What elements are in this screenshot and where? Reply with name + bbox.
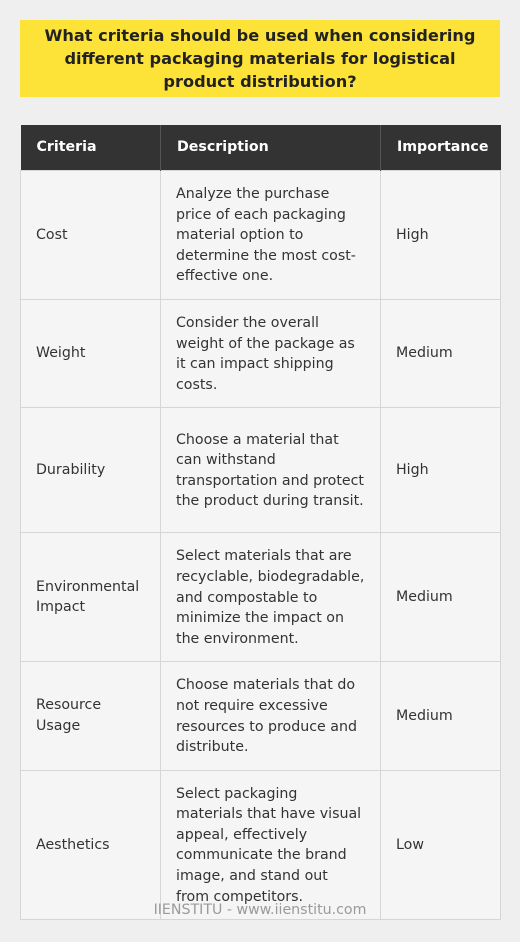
importance-cell: High: [380, 407, 501, 534]
criteria-cell: Aesthetics: [20, 769, 161, 921]
criteria-cell: Weight: [20, 298, 161, 409]
importance-cell: Medium: [380, 661, 501, 771]
question-title: What criteria should be used when consid…: [44, 26, 476, 91]
table-row: Durability Choose a material that can wi…: [20, 407, 501, 534]
table-row: Resource Usage Choose materials that do …: [20, 661, 501, 771]
table-header: Criteria Description Importance: [20, 125, 501, 171]
header-row: Criteria Description Importance: [20, 125, 501, 171]
criteria-cell: Environmental Impact: [20, 532, 161, 663]
table-row: Weight Consider the overall weight of th…: [20, 298, 501, 409]
importance-cell: Medium: [380, 298, 501, 409]
importance-cell: High: [380, 170, 501, 300]
description-cell: Choose materials that do not require exc…: [160, 661, 381, 771]
criteria-cell: Durability: [20, 407, 161, 534]
importance-cell: Low: [380, 769, 501, 921]
header-importance: Importance: [380, 125, 501, 171]
criteria-cell: Resource Usage: [20, 661, 161, 771]
importance-cell: Medium: [380, 532, 501, 663]
criteria-cell: Cost: [20, 170, 161, 300]
question-banner: What criteria should be used when consid…: [20, 20, 500, 97]
table-row: Environmental Impact Select materials th…: [20, 532, 501, 663]
table-body: Cost Analyze the purchase price of each …: [20, 170, 501, 921]
header-description: Description: [160, 125, 381, 171]
criteria-table: Criteria Description Importance Cost Ana…: [20, 125, 501, 921]
description-cell: Select packaging materials that have vis…: [160, 769, 381, 921]
description-cell: Select materials that are recyclable, bi…: [160, 532, 381, 663]
header-criteria: Criteria: [20, 125, 161, 171]
description-cell: Choose a material that can withstand tra…: [160, 407, 381, 534]
footer-credit: IIENSTITU - www.iienstitu.com: [153, 902, 367, 918]
table-row: Cost Analyze the purchase price of each …: [20, 170, 501, 300]
description-cell: Analyze the purchase price of each packa…: [160, 170, 381, 300]
description-cell: Consider the overall weight of the packa…: [160, 298, 381, 409]
table-row: Aesthetics Select packaging materials th…: [20, 769, 501, 921]
